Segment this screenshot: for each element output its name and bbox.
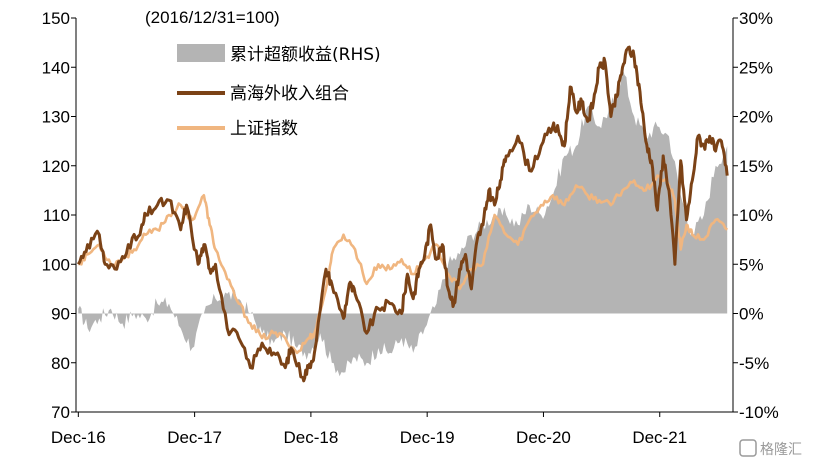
lines-layer xyxy=(76,45,729,383)
series-line-overseas-portfolio xyxy=(76,45,729,383)
y-right-tick-label: 5% xyxy=(739,255,764,274)
legend-label-shanghai-index: 上证指数 xyxy=(230,119,298,139)
y-right-tick-label: 10% xyxy=(739,206,773,225)
y-right-tick-label: -5% xyxy=(739,354,769,373)
y-right-tick-label: 25% xyxy=(739,58,773,77)
y-right-tick-label: 15% xyxy=(739,157,773,176)
y-right-tick-label: 30% xyxy=(739,9,773,28)
x-tick-label: Dec-18 xyxy=(283,428,338,447)
y-right-tick-label: 0% xyxy=(739,305,764,324)
legend-swatch-excess-return xyxy=(177,44,225,62)
x-tick-label: Dec-21 xyxy=(632,428,687,447)
y-left-tick-label: 120 xyxy=(42,157,70,176)
y-left-tick-label: 80 xyxy=(51,354,70,373)
y-left-tick-label: 100 xyxy=(42,255,70,274)
x-tick-label: Dec-17 xyxy=(167,428,222,447)
y-left-tick-label: 70 xyxy=(51,403,70,422)
legend: 累计超额收益(RHS) 高海外收入组合 上证指数 xyxy=(177,44,381,139)
y-right-tick-label: -10% xyxy=(739,403,779,422)
tick-labels: 70 80 90 100 110 120 130 140 150 -10% -5% 0% 5% 10% 15… xyxy=(42,9,779,447)
index-base-note: (2016/12/31=100) xyxy=(145,8,280,27)
y-left-tick-label: 150 xyxy=(42,9,70,28)
y-left-tick-label: 130 xyxy=(42,108,70,127)
watermark-logo-icon xyxy=(739,439,757,457)
x-tick-label: Dec-16 xyxy=(51,428,106,447)
y-right-tick-label: 20% xyxy=(739,108,773,127)
excess-return-area-layer xyxy=(78,67,728,377)
y-left-tick-label: 110 xyxy=(43,206,70,225)
x-tick-label: Dec-19 xyxy=(400,428,455,447)
y-left-tick-label: 90 xyxy=(51,305,70,324)
watermark: 格隆汇 xyxy=(739,439,802,458)
axes xyxy=(71,17,738,417)
y-left-tick-label: 140 xyxy=(42,58,70,77)
watermark-text: 格隆汇 xyxy=(760,442,802,458)
series-line-shanghai-index xyxy=(77,174,729,355)
series-area-excess-return xyxy=(78,67,728,377)
x-tick-label: Dec-20 xyxy=(516,428,571,447)
legend-label-excess-return: 累计超额收益(RHS) xyxy=(230,45,381,65)
legend-label-overseas-portfolio: 高海外收入组合 xyxy=(230,84,349,104)
